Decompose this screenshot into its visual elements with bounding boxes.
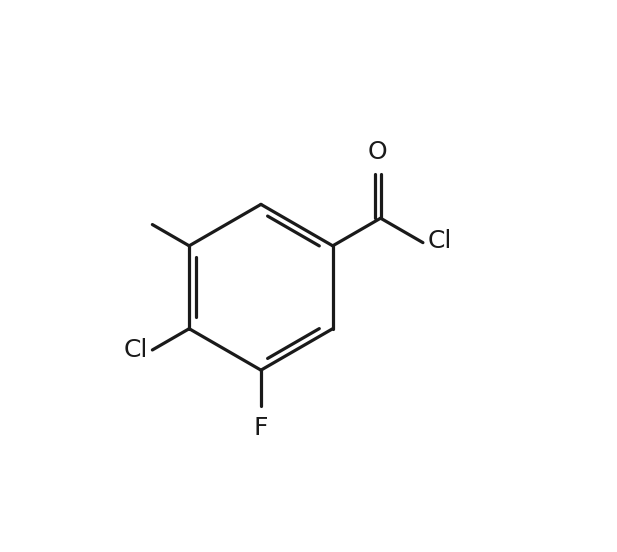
Text: F: F [254, 416, 268, 439]
Text: O: O [368, 140, 387, 164]
Text: Cl: Cl [124, 338, 148, 362]
Text: Cl: Cl [427, 229, 452, 252]
